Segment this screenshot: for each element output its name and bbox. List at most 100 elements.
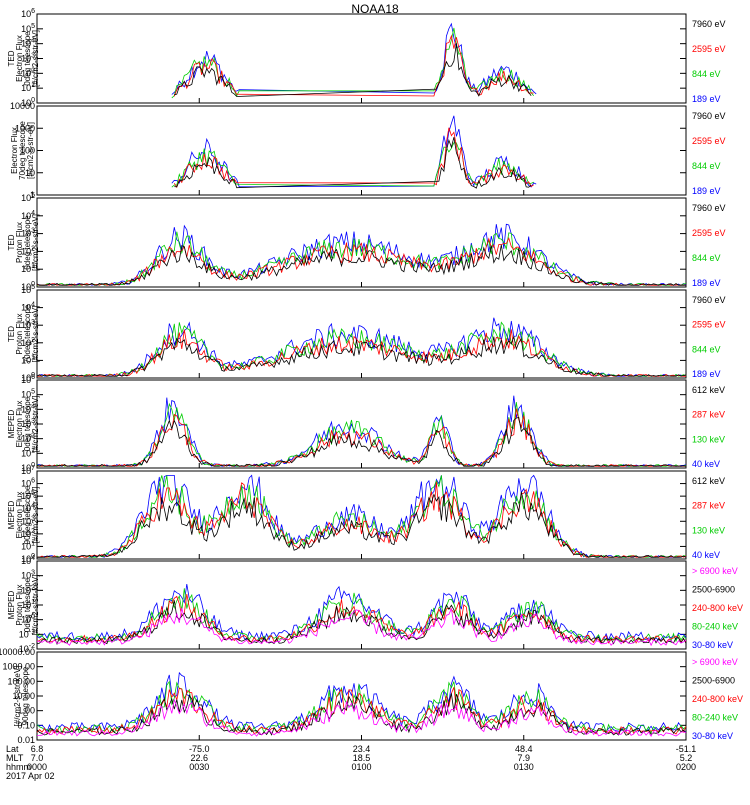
y-tick-label: 103 [21, 418, 35, 429]
y-tick-label: 106 [21, 374, 35, 385]
panel-4: 100 101 102 103 104 105 TED Proton Flux 70deg te… [7, 284, 726, 383]
series-trace [36, 698, 687, 738]
footer-mlt: 7.9 [517, 753, 530, 763]
y-axis-label: TED [7, 326, 16, 342]
legend-label: 7960 eV [692, 111, 726, 121]
y-tick-label: 10-2 [19, 643, 35, 654]
y-axis-label: MEPED [7, 501, 16, 530]
y-tick-label: 100 [21, 372, 35, 383]
panel-frame [36, 13, 687, 104]
y-axis-label: Electron Flux [15, 492, 24, 539]
series-trace [173, 127, 534, 189]
legend-label: 2595 eV [692, 44, 726, 54]
footer-mlt: 7.0 [31, 753, 44, 763]
y-tick-label: 101 [21, 599, 35, 610]
y-tick-label: 100 [21, 462, 35, 473]
footer-hhmm: 0130 [514, 762, 534, 772]
y-tick-label: 103 [21, 53, 35, 64]
y-axis-label: Electron Flux [15, 401, 24, 448]
y-tick-label: 10.00 [12, 691, 35, 701]
y-tick-label: 105 [21, 192, 35, 203]
legend-label: > 6900 keV [692, 657, 738, 667]
y-tick-label: 0.10 [17, 720, 35, 730]
y-axis-label: TED [7, 50, 16, 66]
footer-hhmm: 0030 [189, 762, 209, 772]
y-axis-label: [#/cm2-s-str-keV] [13, 666, 22, 727]
y-axis-label: [#/cm2-s-str-eV] [31, 306, 40, 363]
legend-label: 189 eV [692, 369, 721, 379]
footer-hhmm: 0200 [676, 762, 696, 772]
y-axis-label: [#/cm2-s-str-eV] [31, 396, 40, 453]
y-axis-label: MEPED [7, 410, 16, 439]
y-tick-label: 1.00 [17, 706, 35, 716]
panel-2: 1 10 100 1000 10000 Electron Flux 70deg telesc… [10, 101, 726, 200]
y-tick-label: 103 [21, 319, 35, 330]
y-axis-label: 70deg telescope [18, 121, 27, 180]
footer-lat: 48.4 [515, 744, 533, 754]
footer-lat: -51.1 [676, 744, 697, 754]
y-axis-label: [#/cm2-s-str-eV] [31, 30, 40, 87]
y-tick-label: 100 [21, 281, 35, 292]
series-trace [36, 408, 686, 467]
y-tick-label: 105 [21, 284, 35, 295]
legend-label: 844 eV [692, 253, 721, 263]
footer-row-label: hhmm [6, 762, 31, 772]
panel-8: 0.01 0.10 1.00 10.00 100.00 1000.00 10000.00 [#… [0, 647, 743, 745]
y-axis-label: 70deg telescope [23, 304, 32, 363]
figure-title: NOAA18 [351, 2, 399, 16]
panel-3: 100 101 102 103 104 105 TED Proton Flux 0deg tel… [7, 192, 726, 292]
series-trace [36, 317, 687, 377]
y-tick-label: 10000.00 [0, 647, 35, 657]
legend-label: 30-80 keV [692, 640, 733, 650]
panel-frame [36, 379, 687, 469]
y-tick-label: 104 [21, 503, 35, 514]
legend-label: 844 eV [692, 161, 721, 171]
y-tick-label: 103 [21, 570, 35, 581]
legend-label: 189 eV [692, 278, 721, 288]
y-tick-label: 1 [30, 190, 35, 200]
legend-label: 7960 eV [692, 19, 726, 29]
y-axis-label: MEPED [7, 591, 16, 620]
y-tick-label: 101 [21, 354, 35, 365]
series-trace [37, 321, 687, 377]
footer-hhmm: 0100 [351, 762, 371, 772]
y-axis-label: TED [7, 234, 16, 250]
series-trace [37, 481, 687, 558]
series-trace [171, 115, 537, 188]
y-tick-label: 1000.00 [2, 662, 35, 672]
y-tick-label: 104 [21, 38, 35, 49]
series-trace [36, 680, 687, 735]
legend-label: 287 keV [692, 501, 725, 511]
footer-lat: -75.0 [189, 744, 210, 754]
footer-lat: 23.4 [353, 744, 371, 754]
y-tick-label: 100 [20, 146, 35, 156]
legend-label: 130 keV [692, 434, 725, 444]
panel-1: 100 101 102 103 104 105 106 TED Electron Flux 0de… [7, 8, 726, 108]
legend-label: 2500-6900 [692, 585, 735, 595]
panel-frame [36, 289, 687, 379]
footer-row-label: Lat [6, 744, 19, 754]
y-tick-label: 103 [21, 228, 35, 239]
series-trace [174, 137, 532, 189]
y-tick-label: 102 [21, 433, 35, 444]
legend-label: 189 eV [692, 186, 721, 196]
series-trace [36, 671, 687, 733]
y-tick-label: 102 [21, 245, 35, 256]
y-tick-label: 10000 [10, 101, 35, 111]
legend-label: 2500-6900 [692, 676, 735, 686]
y-axis-label: Electron Flux [10, 127, 19, 174]
y-axis-label: [#/cm2-s-str-keV] [31, 575, 40, 636]
y-tick-label: 104 [21, 210, 35, 221]
y-tick-label: 104 [21, 403, 35, 414]
y-tick-label: 100 [21, 614, 35, 625]
footer-hhmm: 0000 [27, 762, 47, 772]
panel-7: 10-2 10-1 100 101 102 103 104 MEPED Proton Flux 0… [7, 555, 743, 654]
y-tick-label: 106 [21, 478, 35, 489]
series-trace [174, 43, 532, 97]
legend-label: 844 eV [692, 344, 721, 354]
footer-lat: 6.8 [31, 744, 44, 754]
series-trace [37, 231, 687, 286]
